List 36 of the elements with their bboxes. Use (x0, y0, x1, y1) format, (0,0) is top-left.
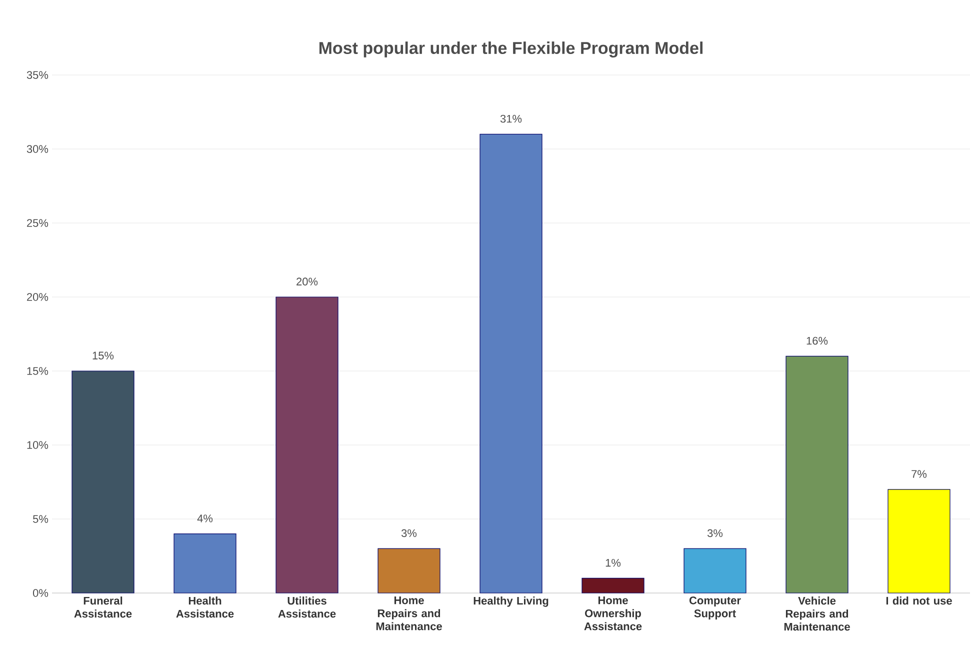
y-tick-label: 25% (27, 219, 48, 227)
x-tick-label: Vehicle Repairs and Maintenance (784, 596, 850, 631)
x-tick-label: Funeral Assistance (74, 596, 132, 618)
y-tick-label: 30% (26, 145, 48, 153)
data-label: 1% (606, 558, 621, 567)
x-tick-label: Computer Support (689, 596, 741, 620)
x-tick-label: I did not use (886, 596, 952, 605)
y-tick-label: 5% (33, 515, 48, 523)
bar (684, 548, 746, 594)
x-tick-label: Healthy Living (474, 596, 548, 607)
y-tick-label: 10% (27, 441, 48, 449)
bar (582, 578, 644, 594)
y-tick-label: 0% (32, 589, 48, 597)
x-tick-label: Utilities Assistance (278, 596, 336, 618)
data-label: 31% (500, 114, 522, 123)
data-label: 4% (197, 514, 213, 522)
bar (276, 296, 338, 594)
bar (480, 134, 542, 594)
y-tick-label: 35% (26, 71, 48, 79)
bar (786, 356, 848, 594)
data-label: 7% (912, 470, 927, 478)
x-tick-label: Home Ownership Assistance (584, 596, 642, 630)
chart-title: Most popular under the Flexible Program Model (319, 42, 702, 58)
bar (378, 548, 440, 594)
y-tick-label: 20% (27, 293, 48, 301)
bar (888, 489, 950, 594)
data-label: 16% (806, 336, 828, 345)
data-label: 3% (401, 529, 417, 538)
x-tick-label: Home Repairs and Maintenance (376, 596, 442, 630)
x-tick-label: Health Assistance (176, 596, 234, 618)
y-tick-label: 15% (27, 367, 48, 375)
data-label: 3% (707, 529, 723, 538)
data-label: 20% (296, 278, 318, 286)
data-label: 15% (92, 352, 114, 360)
bar (72, 370, 134, 594)
bar (174, 534, 236, 594)
